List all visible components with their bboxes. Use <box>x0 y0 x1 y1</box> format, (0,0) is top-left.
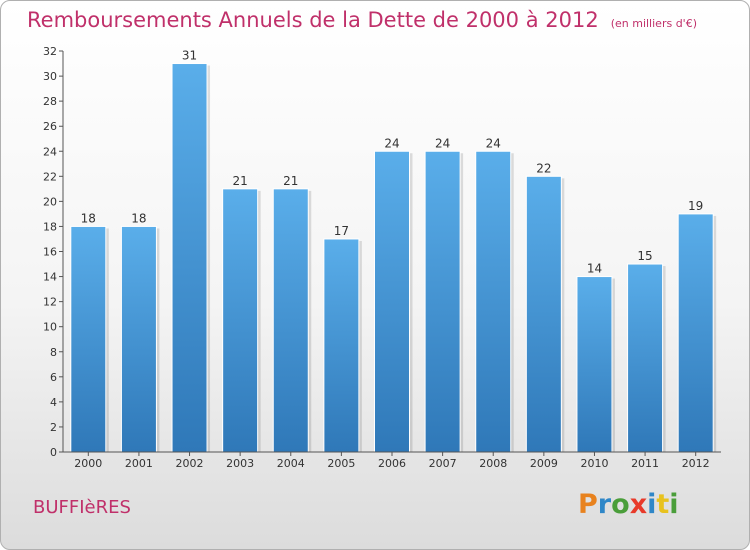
proxiti-logo: Proxiti <box>578 489 679 520</box>
x-tick-label-2007: 2007 <box>429 457 457 470</box>
logo-letter: r <box>597 489 612 520</box>
value-label-2003: 21 <box>233 174 248 188</box>
x-tick-label-2002: 2002 <box>176 457 204 470</box>
x-tick-label-2011: 2011 <box>631 457 659 470</box>
logo-letter: P <box>578 489 598 520</box>
y-tick-label: 26 <box>43 120 57 133</box>
x-tick-label-2010: 2010 <box>580 457 608 470</box>
bar-2003 <box>222 188 259 453</box>
y-tick-label: 8 <box>50 346 57 359</box>
bar-2007 <box>424 150 461 453</box>
chart-title-main: Remboursements Annuels de la Dette de 20… <box>27 8 599 32</box>
value-label-2006: 24 <box>384 136 399 150</box>
x-tick-label-2008: 2008 <box>479 457 507 470</box>
value-label-2007: 24 <box>435 136 450 150</box>
logo-letter: o <box>611 489 630 520</box>
bar-2005 <box>323 238 360 453</box>
chart-title: Remboursements Annuels de la Dette de 20… <box>27 8 697 32</box>
bar-2001 <box>120 225 157 453</box>
y-tick-label: 18 <box>43 220 57 233</box>
y-tick-label: 10 <box>43 321 57 334</box>
value-label-2004: 21 <box>283 174 298 188</box>
bar-2010 <box>576 276 613 453</box>
y-tick-label: 14 <box>43 271 57 284</box>
bar-2012 <box>677 213 714 453</box>
value-label-2009: 22 <box>536 161 551 175</box>
x-tick-label-2012: 2012 <box>682 457 710 470</box>
x-tick-label-2005: 2005 <box>327 457 355 470</box>
value-label-2002: 31 <box>182 49 197 63</box>
bar-2006 <box>374 150 410 453</box>
x-axis: 2000 2001 2002 2003 2004 2005 2006 2007 2008 2009… <box>63 451 721 470</box>
x-tick-label-2009: 2009 <box>530 457 558 470</box>
bar-2000 <box>70 225 107 453</box>
bar-2011 <box>627 263 664 453</box>
value-label-2005: 17 <box>334 224 349 238</box>
logo-letter: i <box>647 489 657 520</box>
x-tick-label-2000: 2000 <box>74 457 102 470</box>
y-tick-label: 32 <box>43 45 57 58</box>
bar-2002 <box>171 63 208 453</box>
y-tick-label: 28 <box>43 95 57 108</box>
x-tick-label-2001: 2001 <box>125 457 153 470</box>
y-tick-label: 30 <box>43 70 57 83</box>
value-label-2011: 15 <box>637 249 652 263</box>
bar-2008 <box>475 150 512 453</box>
chart-subtitle: (en milliers d'€) <box>610 17 697 30</box>
value-label-2008: 24 <box>486 136 501 150</box>
y-tick-label: 12 <box>43 296 57 309</box>
value-label-2000: 18 <box>81 211 96 225</box>
bar-2004 <box>272 188 309 453</box>
x-tick-label-2004: 2004 <box>277 457 305 470</box>
y-tick-label: 0 <box>50 446 57 459</box>
y-tick-label: 22 <box>43 170 57 183</box>
logo-letter: i <box>669 489 679 520</box>
y-tick-label: 20 <box>43 195 57 208</box>
logo-letter: t <box>656 489 670 520</box>
commune-name: BUFFIèRES <box>33 497 131 518</box>
bar-2009 <box>525 175 562 453</box>
x-tick-label-2006: 2006 <box>378 457 406 470</box>
y-tick-label: 4 <box>50 396 57 409</box>
bars-group: 18 18 31 21 21 17 24 24 24 22 14 15 19 <box>70 49 717 453</box>
value-label-2012: 19 <box>688 199 703 213</box>
y-tick-label: 24 <box>43 145 57 158</box>
value-label-2010: 14 <box>587 262 602 276</box>
x-tick-label-2003: 2003 <box>226 457 254 470</box>
y-tick-label: 16 <box>43 246 57 259</box>
y-tick-label: 6 <box>50 371 57 384</box>
value-label-2001: 18 <box>131 211 146 225</box>
y-tick-label: 2 <box>50 421 57 434</box>
logo-letter: x <box>629 489 648 520</box>
